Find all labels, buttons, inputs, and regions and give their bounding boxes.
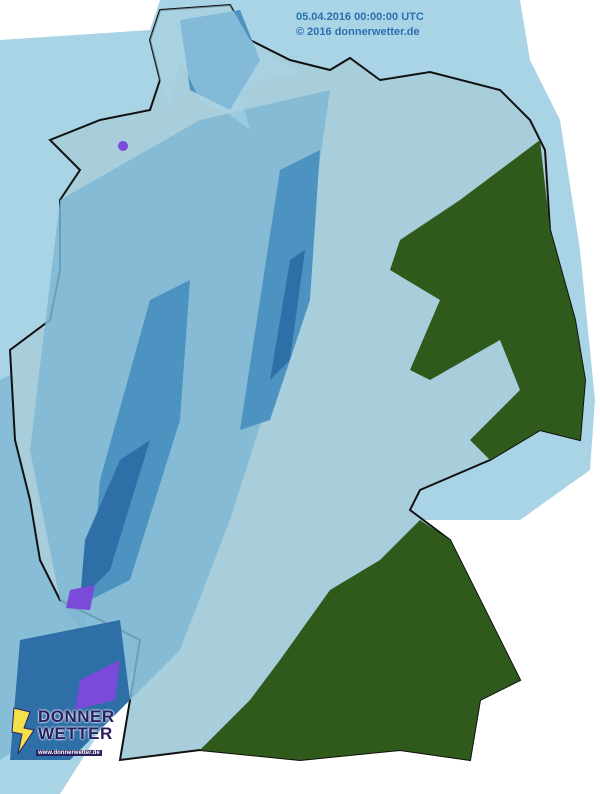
coastline-sea (150, 5, 300, 130)
forest-areas (200, 140, 585, 760)
logo-line2: WETTER (38, 724, 113, 743)
logo-line1: DONNER (38, 707, 115, 726)
copyright-label: © 2016 donnerwetter.de (296, 26, 420, 38)
timestamp-label: 05.04.2016 00:00:00 UTC (296, 11, 424, 23)
map-header: 05.04.2016 00:00:00 UTC © 2016 donnerwet… (296, 10, 424, 40)
lightning-icon (11, 707, 35, 755)
logo-url: www.donnerwetter.de (36, 750, 102, 756)
donnerwetter-logo: DONNER WETTER www.donnerwetter.de (8, 706, 114, 762)
